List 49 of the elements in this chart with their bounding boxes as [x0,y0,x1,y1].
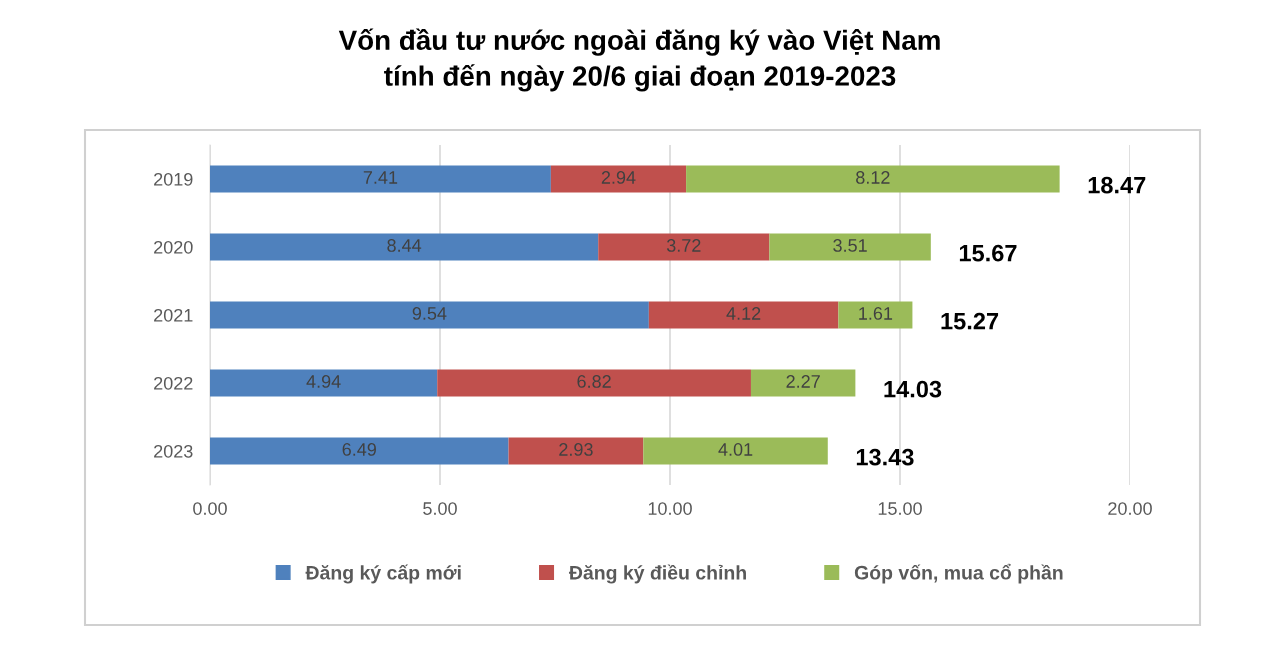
data-label: 3.51 [833,239,867,252]
bar [643,437,828,465]
data-label: 6.49 [342,443,376,456]
chart-title: Vốn đầu tư nước ngoài đăng ký vào Việt Nam tính đến ngày 20/6 giai đoạn 2019-2023 [338,28,940,92]
data-label: 4.12 [726,307,761,320]
x-tick-label: 5.00 [423,502,457,515]
total-label: 13.43 [856,448,914,466]
bar [750,369,856,397]
total-label: 14.03 [884,380,942,398]
total-label: 18.47 [1088,176,1146,194]
data-label: 2.27 [786,375,820,388]
bar [437,369,751,397]
bar [210,437,509,465]
bar [598,233,770,261]
data-label: 6.82 [577,375,611,388]
legend-label: Đăng ký điều chỉnh [568,564,746,584]
x-tick-label: 10.00 [648,502,692,515]
bar [210,369,438,397]
bar [769,233,931,261]
bar [550,165,687,193]
total-label: 15.67 [959,244,1017,262]
data-label: 4.01 [718,443,753,456]
x-tick-label: 20.00 [1108,502,1152,515]
data-label: 1.61 [859,307,893,320]
data-label: 8.12 [856,171,890,184]
y-tick-label: 2020 [154,240,193,254]
bar [838,301,913,329]
x-tick-label: 0.00 [193,502,227,515]
data-label: 3.72 [666,239,701,252]
bar [508,437,644,465]
total-label: 15.27 [941,312,999,330]
y-tick-label: 2021 [154,308,193,322]
bar [686,165,1060,193]
bar [210,301,649,329]
x-tick-label: 15.00 [878,502,922,515]
bar [648,301,839,329]
bar [210,165,551,193]
data-label: 4.94 [306,375,341,388]
data-label: 9.54 [412,307,447,320]
data-label: 2.93 [559,443,593,456]
data-label: 2.94 [601,171,636,184]
bar [210,233,599,261]
data-label: 8.44 [387,239,422,252]
y-tick-label: 2022 [154,376,193,390]
y-tick-label: 2023 [154,444,193,458]
y-tick-label: 2019 [154,172,193,186]
legend-label: Góp vốn, mua cổ phần [854,563,1063,584]
data-label: 7.41 [363,171,398,184]
legend-label: Đăng ký cấp mới [305,564,461,584]
